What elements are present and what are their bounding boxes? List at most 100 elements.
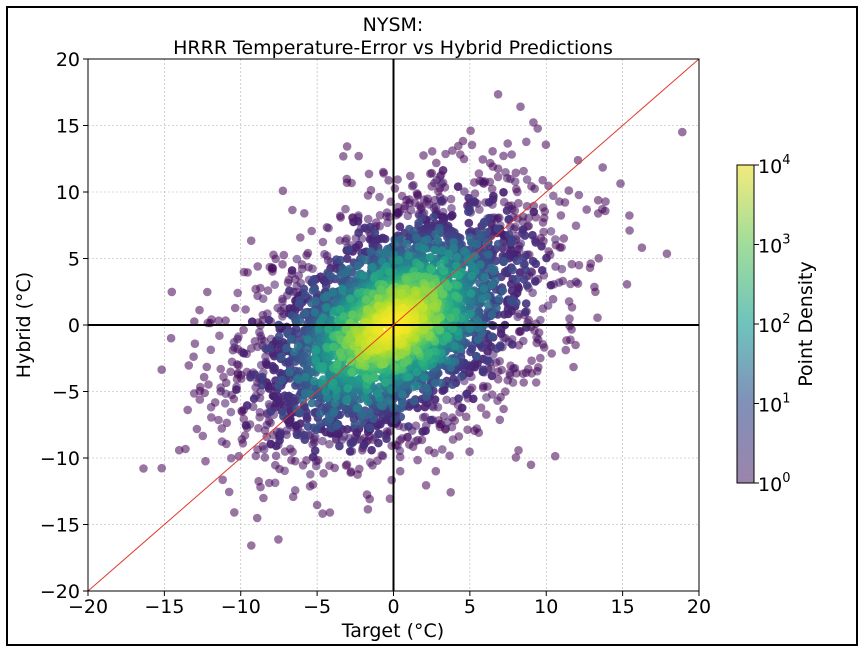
scatter-point (402, 372, 412, 382)
scatter-point (270, 363, 280, 373)
scatter-point (301, 290, 310, 300)
scatter-point (214, 415, 223, 425)
scatter-point (214, 316, 223, 326)
scatter-point (384, 267, 394, 277)
scatter-point (237, 374, 246, 384)
scatter-point (520, 231, 530, 240)
scatter-point (499, 188, 508, 197)
reference-lines (88, 59, 699, 591)
scatter-point (157, 463, 166, 473)
scatter-point (404, 251, 414, 261)
scatter-point (487, 371, 497, 381)
scatter-point (470, 197, 479, 206)
scatter-point (363, 214, 373, 224)
scatter-point (430, 178, 439, 188)
scatter-point (348, 438, 358, 447)
scatter-point (448, 435, 458, 444)
scatter-point (478, 294, 487, 303)
scatter-point (492, 303, 501, 313)
scatter-point (493, 239, 503, 249)
scatter-point (174, 445, 184, 455)
scatter-point (271, 451, 281, 461)
scatter-point (402, 275, 411, 285)
scatter-point (443, 418, 452, 427)
scatter-point (451, 291, 461, 301)
scatter-point (266, 407, 276, 416)
scatter-point (448, 380, 457, 390)
scatter-point (462, 389, 472, 399)
scatter-point (377, 450, 387, 460)
scatter-point (295, 316, 305, 325)
scatter-point (325, 439, 334, 449)
scatter-point (479, 179, 489, 188)
scatter-point (379, 169, 389, 178)
scatter-point (457, 372, 466, 382)
scatter-point (544, 181, 553, 191)
scatter-point (247, 541, 256, 550)
scatter-point (499, 151, 508, 161)
scatter-point (507, 286, 517, 296)
scatter-point (222, 418, 232, 428)
scatter-point (532, 333, 541, 342)
scatter-point (454, 394, 463, 403)
scatter-point (419, 314, 428, 324)
scatter-point (519, 166, 528, 176)
scatter-point (507, 238, 516, 247)
scatter-point (430, 245, 440, 255)
scatter-point (397, 434, 407, 443)
y-tick-label: −10 (40, 448, 80, 470)
scatter-point (385, 494, 395, 504)
scatter-point (466, 289, 476, 298)
scatter-point (437, 196, 446, 206)
scatter-point (285, 286, 294, 296)
scatter-point (593, 195, 603, 205)
scatter-point (437, 378, 446, 388)
scatter-point (543, 301, 553, 310)
scatter-point (292, 254, 302, 264)
scatter-point (402, 239, 412, 249)
colorbar-tick-label: 103 (758, 233, 790, 258)
scatter-point (279, 250, 289, 260)
scatter-point (217, 424, 227, 433)
scatter-point (357, 418, 367, 428)
scatter-point (442, 356, 452, 365)
scatter-point (420, 244, 429, 254)
scatter-point (346, 294, 355, 304)
colorbar-tick-label: 100 (758, 471, 790, 496)
scatter-point (361, 373, 371, 383)
scatter-point (278, 312, 287, 321)
scatter-point (344, 245, 354, 255)
scatter-point (301, 372, 310, 382)
scatter-point (492, 344, 502, 353)
scatter-point (275, 436, 284, 445)
colorbar-tick-label: 104 (758, 153, 790, 178)
scatter-point (391, 239, 400, 248)
scatter-point (472, 352, 481, 361)
scatter-point (204, 380, 213, 389)
scatter-point (564, 297, 574, 306)
scatter-point (426, 169, 435, 178)
scatter-point (354, 151, 364, 161)
scatter-point (312, 346, 321, 355)
scatter-point (270, 280, 280, 290)
scatter-point (218, 475, 227, 485)
scatter-point (336, 255, 345, 265)
scatter-point (512, 256, 522, 266)
scatter-point (354, 347, 364, 357)
scatter-point (307, 398, 317, 408)
scatter-point (395, 466, 405, 476)
colorbar-tick-label: 101 (758, 392, 790, 417)
scatter-point (464, 218, 474, 228)
scatter-point (526, 460, 536, 470)
scatter-point (480, 272, 490, 282)
scatter-point (487, 332, 497, 341)
x-axis-label: Target (°C) (341, 620, 444, 642)
scatter-point (357, 409, 367, 418)
scatter-point (292, 430, 302, 440)
scatter-point (380, 234, 390, 244)
scatter-point (302, 251, 311, 260)
scatter-point (411, 421, 421, 431)
scatter-point (519, 275, 529, 284)
scatter-point (376, 285, 386, 295)
scatter-point (189, 389, 199, 398)
